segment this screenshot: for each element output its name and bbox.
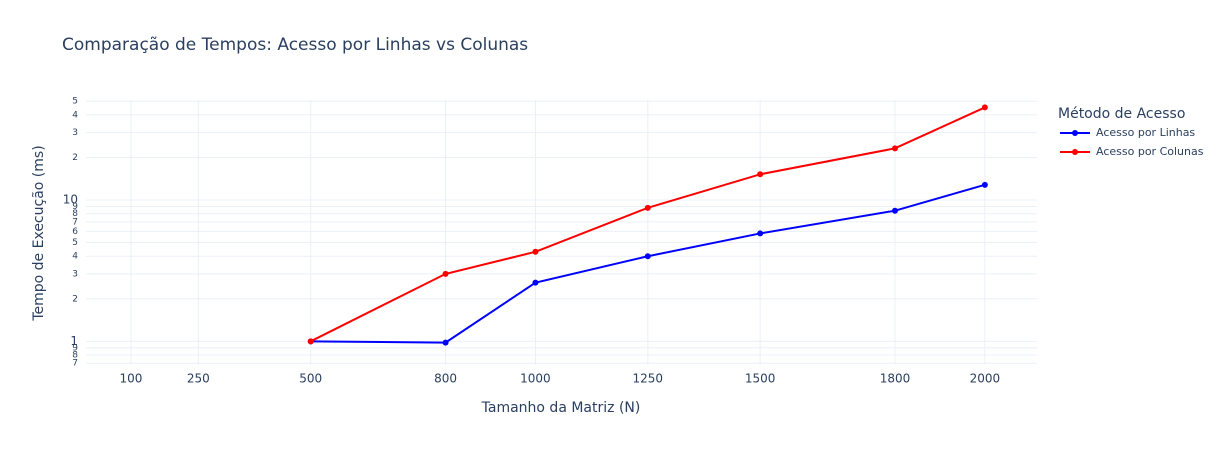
y-tick-label: 3: [72, 128, 78, 138]
chart-title: Comparação de Tempos: Acesso por Linhas …: [62, 35, 528, 55]
y-tick-label: 4: [72, 252, 78, 262]
y-axis-label: Tempo de Execução (ms): [31, 145, 47, 321]
y-tick-label: 4: [72, 110, 78, 120]
legend-marker: [1072, 130, 1078, 136]
legend-title: Método de Acesso: [1058, 106, 1185, 122]
legend-marker: [1072, 149, 1078, 155]
x-tick-label: 100: [119, 372, 142, 386]
y-tick-label: 6: [72, 227, 78, 237]
grid: [86, 100, 1037, 365]
y-tick-label: 9: [72, 343, 78, 353]
data-point: [644, 253, 651, 260]
x-tick-label: 1250: [633, 372, 664, 386]
x-tick-label: 500: [299, 372, 322, 386]
y-tick-label: 7: [72, 217, 78, 227]
y-tick-label: 2: [72, 294, 78, 304]
data-point: [757, 230, 764, 237]
x-tick-label: 1500: [745, 372, 776, 386]
x-tick-label: 2000: [970, 372, 1001, 386]
y-tick-label: 5: [72, 238, 78, 248]
legend-label: Acesso por Colunas: [1096, 145, 1204, 158]
y-tick-label: 5: [72, 97, 78, 107]
y-tick-label: 7: [72, 359, 78, 369]
data-point: [442, 339, 449, 346]
data-point: [981, 181, 988, 188]
x-axis-label: Tamanho da Matriz (N): [481, 400, 641, 416]
y-tick-label: 3: [72, 269, 78, 279]
data-point: [442, 270, 449, 277]
data-point: [891, 207, 898, 214]
y-tick-label: 9: [72, 202, 78, 212]
data-point: [532, 248, 539, 255]
data-point: [532, 279, 539, 286]
data-point: [757, 171, 764, 178]
data-point: [891, 145, 898, 152]
y-tick-label: 8: [72, 209, 78, 219]
x-tick-label: 250: [187, 372, 210, 386]
data-point: [307, 338, 314, 345]
x-tick-label: 1800: [880, 372, 911, 386]
x-tick-label: 800: [434, 372, 457, 386]
x-tick-label: 1000: [520, 372, 551, 386]
y-tick-label: 10: [63, 192, 78, 206]
y-tick-label: 8: [72, 351, 78, 361]
y-tick-label: 2: [72, 153, 78, 163]
legend-label: Acesso por Linhas: [1096, 126, 1195, 139]
y-tick-label: 1: [70, 334, 78, 348]
data-point: [644, 204, 651, 211]
data-point: [981, 104, 988, 111]
